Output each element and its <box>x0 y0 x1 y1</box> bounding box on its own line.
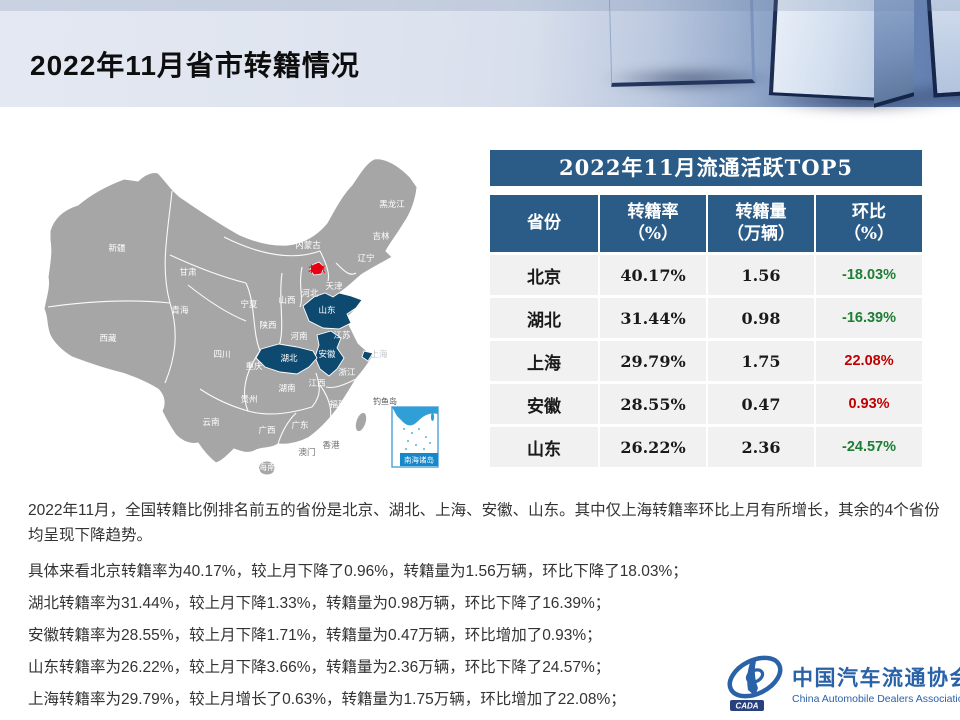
column-header-rate: 转籍率 （%） <box>598 195 706 252</box>
map-province-beijing <box>309 261 325 276</box>
map-label-内蒙古: 内蒙古 <box>295 240 321 250</box>
cell-province: 北京 <box>527 267 561 288</box>
header-banner: 2022年11月省市转籍情况 <box>0 0 960 114</box>
map-label-陕西: 陕西 <box>259 320 276 330</box>
top5-table: 2022年11月流通活跃TOP5 省份 转籍率 （%） 转籍量 （万辆） 环比 （%）… <box>490 150 922 467</box>
map-label-河北: 河北 <box>301 288 319 298</box>
map-province-borders <box>47 190 357 445</box>
column-header-mom: 环比 （%） <box>814 195 922 252</box>
cell-volume: 1.75 <box>706 341 814 381</box>
table-row: 湖北 31.44% 0.98 -16.39% <box>490 295 922 338</box>
column-header-province: 省份 <box>527 212 561 233</box>
map-province-shandong <box>302 292 363 330</box>
cell-province: 湖北 <box>527 310 561 331</box>
cell-province: 安徽 <box>527 396 561 417</box>
map-label-福建: 福建 <box>329 399 347 409</box>
map-label-四川: 四川 <box>213 349 230 359</box>
table-row: 山东 26.22% 2.36 -24.57% <box>490 424 922 467</box>
map-label-辽宁: 辽宁 <box>357 253 374 263</box>
page-title: 2022年11月省市转籍情况 <box>30 50 360 81</box>
map-label-青海: 青海 <box>171 305 189 315</box>
map-label-广西: 广西 <box>258 425 275 435</box>
map-island-hainan <box>259 461 275 475</box>
cell-rate: 40.17% <box>598 255 706 295</box>
summary-line: 具体来看北京转籍率为40.17%，较上月下降了0.96%，转籍量为1.56万辆，… <box>28 563 688 580</box>
map-province-anhui <box>314 330 345 377</box>
cada-name-cn: 中国汽车流通协会 <box>792 664 960 690</box>
cell-volume: 2.36 <box>706 427 814 467</box>
map-label-河南: 河南 <box>290 331 307 341</box>
map-label-北京: 北京 <box>308 264 326 274</box>
map-label-浙江: 浙江 <box>338 367 356 377</box>
cell-mom: 22.08% <box>814 341 922 381</box>
map-label-山西: 山西 <box>278 295 295 305</box>
table-row: 北京 40.17% 1.56 -18.03% <box>490 252 922 295</box>
map-label-江苏: 江苏 <box>333 330 351 340</box>
table-row: 上海 29.79% 1.75 22.08% <box>490 338 922 381</box>
map-label-山东: 山东 <box>318 305 335 315</box>
table-body: 北京 40.17% 1.56 -18.03% 湖北 31.44% 0.98 -16.39% 上海… <box>490 252 922 467</box>
map-island-taiwan <box>355 412 367 432</box>
cada-name-en: China Automobile Dealers Association <box>792 692 960 705</box>
map-label-广东: 广东 <box>291 420 308 430</box>
cell-volume: 0.98 <box>706 298 814 338</box>
map-label-新疆: 新疆 <box>108 243 126 253</box>
cada-abbr: CADA <box>735 702 758 711</box>
column-header-volume: 转籍量 （万辆） <box>706 195 814 252</box>
table-title: 2022年11月流通活跃TOP5 <box>490 150 922 186</box>
summary-line: 安徽转籍率为28.55%，较上月下降1.71%，转籍量为0.47万辆，环比增加了… <box>28 627 602 644</box>
header-top-strip <box>0 0 960 11</box>
map-highlighted-provinces <box>255 292 374 377</box>
map-label-江西: 江西 <box>308 378 325 388</box>
cell-mom: 0.93% <box>814 384 922 424</box>
map-label-黑龙江: 黑龙江 <box>379 199 405 209</box>
map-label-重庆: 重庆 <box>245 361 263 371</box>
map-label-海南: 海南 <box>258 462 275 472</box>
map-label-吉林: 吉林 <box>372 231 390 241</box>
map-province-shanghai <box>361 350 374 362</box>
cell-rate: 26.22% <box>598 427 706 467</box>
china-map: 南海诸岛 钓鱼岛 新疆西藏 青海 甘肃宁夏 内蒙古 黑龙江吉林辽宁河北 天津山西陕西河南 山… <box>20 145 470 485</box>
cell-mom: -18.03% <box>814 255 922 295</box>
map-label-云南: 云南 <box>202 417 219 427</box>
summary-line: 上海转籍率为29.79%，较上月增长了0.63%，转籍量为1.75万辆，环比增加… <box>28 691 626 708</box>
cell-province: 上海 <box>527 353 561 374</box>
map-label-甘肃: 甘肃 <box>179 267 197 277</box>
cell-mom: -16.39% <box>814 298 922 338</box>
map-label-澳门: 澳门 <box>298 447 315 457</box>
table-row: 安徽 28.55% 0.47 0.93% <box>490 381 922 424</box>
map-label-湖南: 湖南 <box>278 383 295 393</box>
cell-province: 山东 <box>527 439 561 460</box>
map-mainland <box>43 158 418 464</box>
cada-logo-text: 中国汽车流通协会 China Automobile Dealers Associ… <box>792 662 960 705</box>
cell-mom: -24.57% <box>814 427 922 467</box>
summary-line: 湖北转籍率为31.44%，较上月下降1.33%，转籍量为0.98万辆，环比下降了… <box>28 595 611 612</box>
cell-rate: 31.44% <box>598 298 706 338</box>
table-header-row: 省份 转籍率 （%） 转籍量 （万辆） 环比 （%） <box>490 195 922 252</box>
map-label-香港: 香港 <box>322 440 340 450</box>
map-label-上海: 上海 <box>370 349 388 359</box>
cell-rate: 28.55% <box>598 384 706 424</box>
summary-text: 2022年11月，全国转籍比例排名前五的省份是北京、湖北、上海、安徽、山东。其中… <box>28 498 940 719</box>
summary-line: 山东转籍率为26.22%，较上月下降3.66%，转籍量为2.36万辆，环比下降了… <box>28 659 611 676</box>
map-inset-label: 南海诸岛 <box>404 455 434 465</box>
cell-rate: 29.79% <box>598 341 706 381</box>
map-label-宁夏: 宁夏 <box>240 299 258 309</box>
map-label-西藏: 西藏 <box>99 333 117 343</box>
map-province-hubei <box>255 343 318 375</box>
cada-logo: CADA 中国汽车流通协会 China Automobile Dealers A… <box>722 652 960 714</box>
map-label-湖北: 湖北 <box>280 353 298 363</box>
summary-detail-lines: 具体来看北京转籍率为40.17%，较上月下降了0.96%，转籍量为1.56万辆，… <box>28 559 940 712</box>
map-inset-south-china-sea: 南海诸岛 <box>391 406 439 468</box>
map-label-安徽: 安徽 <box>318 349 336 359</box>
map-diaoyu-label: 钓鱼岛 <box>373 396 397 406</box>
summary-paragraph: 2022年11月，全国转籍比例排名前五的省份是北京、湖北、上海、安徽、山东。其中… <box>28 502 940 544</box>
map-label-天津: 天津 <box>325 281 343 291</box>
cell-volume: 1.56 <box>706 255 814 295</box>
cada-logo-icon: CADA <box>727 655 783 711</box>
cell-volume: 0.47 <box>706 384 814 424</box>
map-label-贵州: 贵州 <box>240 394 257 404</box>
